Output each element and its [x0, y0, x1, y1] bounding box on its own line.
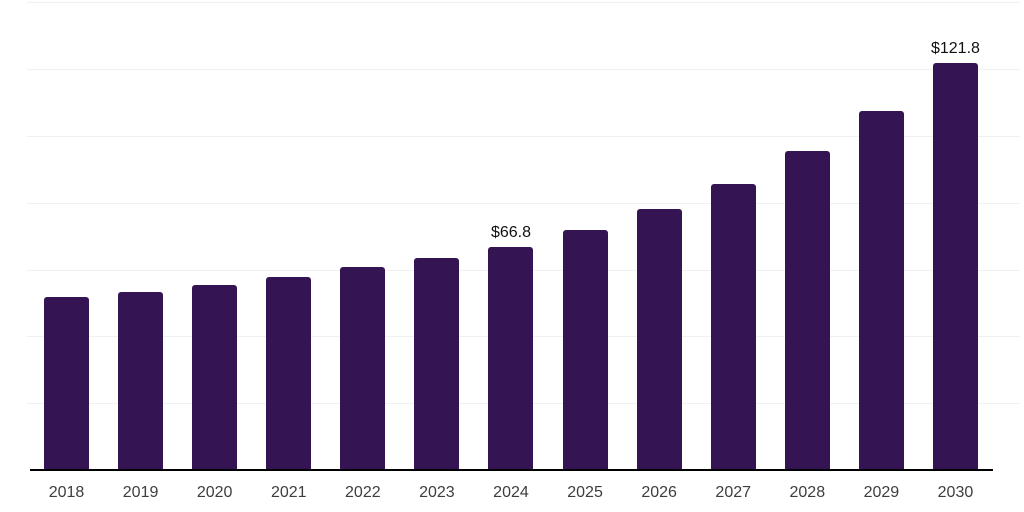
- gridline-120: [27, 69, 1020, 71]
- bar-2018: [44, 297, 89, 470]
- tick-label-2023: 2023: [419, 484, 455, 501]
- bar-2025: [562, 229, 608, 470]
- bar-2022: [340, 266, 386, 470]
- data-label-2024: $66.8: [490, 223, 531, 241]
- bar-2019: [118, 291, 164, 470]
- bar-2028: [784, 151, 830, 470]
- tick-label-2022: 2022: [345, 484, 381, 501]
- gridline-80: [27, 202, 1020, 204]
- bar-2024: [488, 246, 534, 470]
- gridline-140: [27, 2, 1020, 4]
- data-label-2030: $121.8: [930, 40, 980, 58]
- tick-label-2028: 2028: [789, 484, 826, 501]
- bar-2030: [932, 63, 978, 470]
- tick-label-2019: 2019: [122, 484, 159, 501]
- bar-2029: [858, 110, 904, 470]
- tick-label-2025: 2025: [567, 484, 603, 501]
- bar-2026: [636, 209, 682, 470]
- tick-label-2029: 2029: [863, 484, 900, 501]
- bar-2023: [414, 258, 460, 470]
- tick-label-2030: 2030: [937, 484, 974, 501]
- tick-label-2026: 2026: [641, 484, 677, 501]
- x-axis-line: [30, 469, 993, 471]
- tick-label-2018: 2018: [48, 484, 85, 501]
- tick-label-2024: 2024: [493, 484, 529, 501]
- bar-2027: [710, 183, 756, 470]
- tick-label-2020: 2020: [196, 484, 233, 501]
- tick-label-2021: 2021: [270, 484, 307, 501]
- gridline-100: [27, 136, 1020, 137]
- tick-label-2027: 2027: [715, 484, 752, 501]
- bar-2020: [192, 284, 238, 470]
- bar-2021: [266, 276, 312, 470]
